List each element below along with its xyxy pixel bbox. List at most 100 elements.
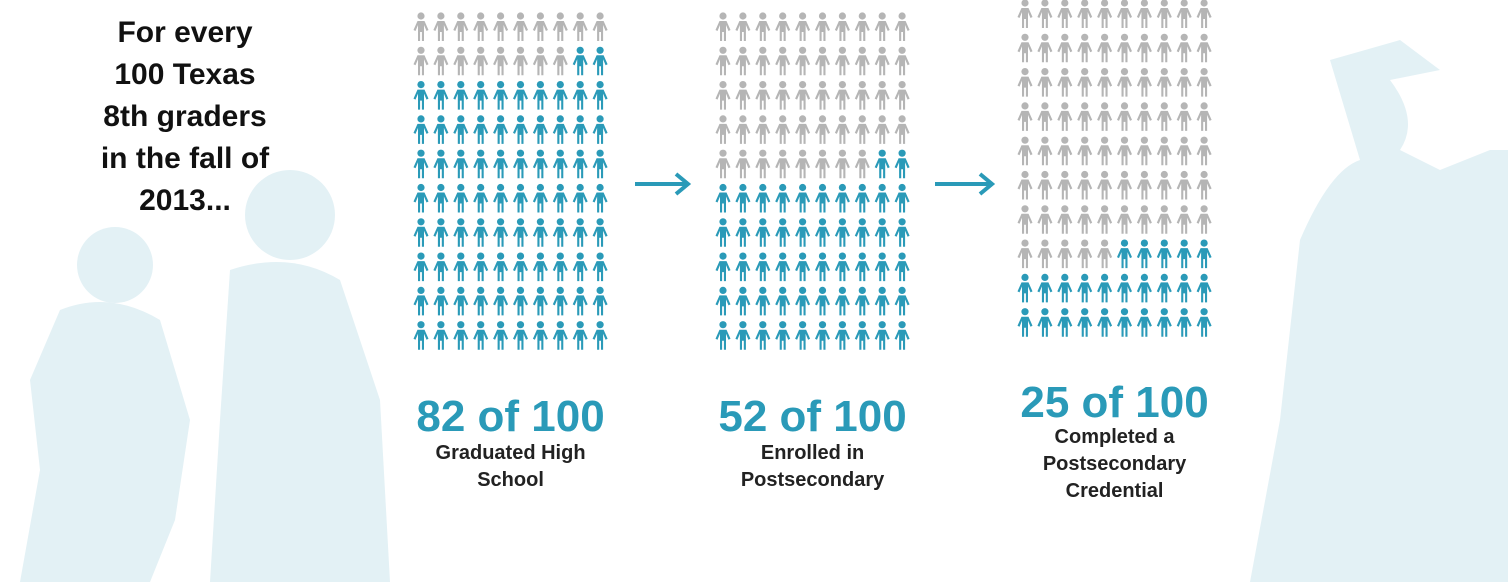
person-head (719, 218, 726, 225)
person-body (1137, 248, 1152, 268)
person-body (453, 227, 468, 247)
person-body (1037, 77, 1052, 97)
person-head (1201, 240, 1208, 247)
person-body (1177, 214, 1192, 234)
person-head (1181, 0, 1188, 7)
person-body (1057, 42, 1072, 62)
person-head (557, 253, 564, 260)
person-body (1177, 180, 1192, 200)
person-head (417, 218, 424, 225)
person-body (716, 261, 731, 281)
person-body (433, 90, 448, 110)
person-head (759, 150, 766, 157)
person-head (779, 321, 786, 328)
person-body (473, 55, 488, 75)
person-head (1141, 34, 1148, 41)
person-body (533, 90, 548, 110)
person-body (533, 227, 548, 247)
person-body (755, 227, 770, 247)
person-body (1037, 282, 1052, 302)
person-body (1157, 77, 1172, 97)
person-head (497, 150, 504, 157)
category-label: Enrolled in Postsecondary (733, 440, 893, 494)
person-head (1101, 171, 1108, 178)
person-body (775, 124, 790, 144)
person-head (417, 253, 424, 260)
person-body (1137, 317, 1152, 337)
person-body (1037, 180, 1052, 200)
person-body (1157, 145, 1172, 165)
person-head (1141, 102, 1148, 109)
person-body (1037, 248, 1052, 268)
person-head (1021, 34, 1028, 41)
person-body (1197, 317, 1212, 337)
category-label: Graduated High School (431, 440, 591, 494)
person-body (593, 21, 608, 41)
person-body (1018, 317, 1033, 337)
person-body (795, 261, 810, 281)
person-head (859, 287, 866, 294)
person-body (775, 90, 790, 110)
person-head (597, 150, 604, 157)
person-head (1081, 171, 1088, 178)
person-body (453, 55, 468, 75)
person-body (433, 158, 448, 178)
person-head (1021, 308, 1028, 315)
person-head (839, 287, 846, 294)
person-head (497, 47, 504, 54)
person-body (1057, 282, 1072, 302)
person-body (1057, 180, 1072, 200)
person-head (1141, 308, 1148, 315)
person-body (835, 55, 850, 75)
person-body (593, 90, 608, 110)
person-head (557, 218, 564, 225)
person-body (593, 261, 608, 281)
person-head (417, 287, 424, 294)
person-head (597, 184, 604, 191)
person-head (557, 321, 564, 328)
person-body (1137, 111, 1152, 131)
person-body (473, 227, 488, 247)
person-head (597, 218, 604, 225)
person-head (1041, 34, 1048, 41)
person-body (1197, 180, 1212, 200)
person-head (477, 218, 484, 225)
person-body (573, 330, 588, 350)
person-body (716, 227, 731, 247)
person-head (517, 184, 524, 191)
person-body (855, 261, 870, 281)
person-body (1097, 145, 1112, 165)
person-head (899, 184, 906, 191)
person-head (437, 81, 444, 88)
person-body (875, 90, 890, 110)
person-head (557, 287, 564, 294)
person-head (1041, 0, 1048, 7)
person-body (1117, 8, 1132, 28)
person-body (815, 295, 830, 315)
person-body (414, 295, 429, 315)
person-body (775, 227, 790, 247)
person-head (739, 218, 746, 225)
person-body (1097, 180, 1112, 200)
person-body (1197, 145, 1212, 165)
person-head (437, 47, 444, 54)
person-body (835, 90, 850, 110)
person-body (1157, 8, 1172, 28)
person-head (1181, 34, 1188, 41)
person-body (875, 261, 890, 281)
person-body (453, 193, 468, 213)
person-body (895, 227, 910, 247)
person-head (597, 47, 604, 54)
person-head (1081, 102, 1088, 109)
person-head (1121, 68, 1128, 75)
person-head (719, 47, 726, 54)
person-body (815, 55, 830, 75)
person-head (759, 218, 766, 225)
person-head (437, 12, 444, 19)
person-body (473, 158, 488, 178)
person-body (875, 295, 890, 315)
person-head (517, 287, 524, 294)
person-body (1197, 42, 1212, 62)
person-body (875, 227, 890, 247)
person-body (573, 295, 588, 315)
